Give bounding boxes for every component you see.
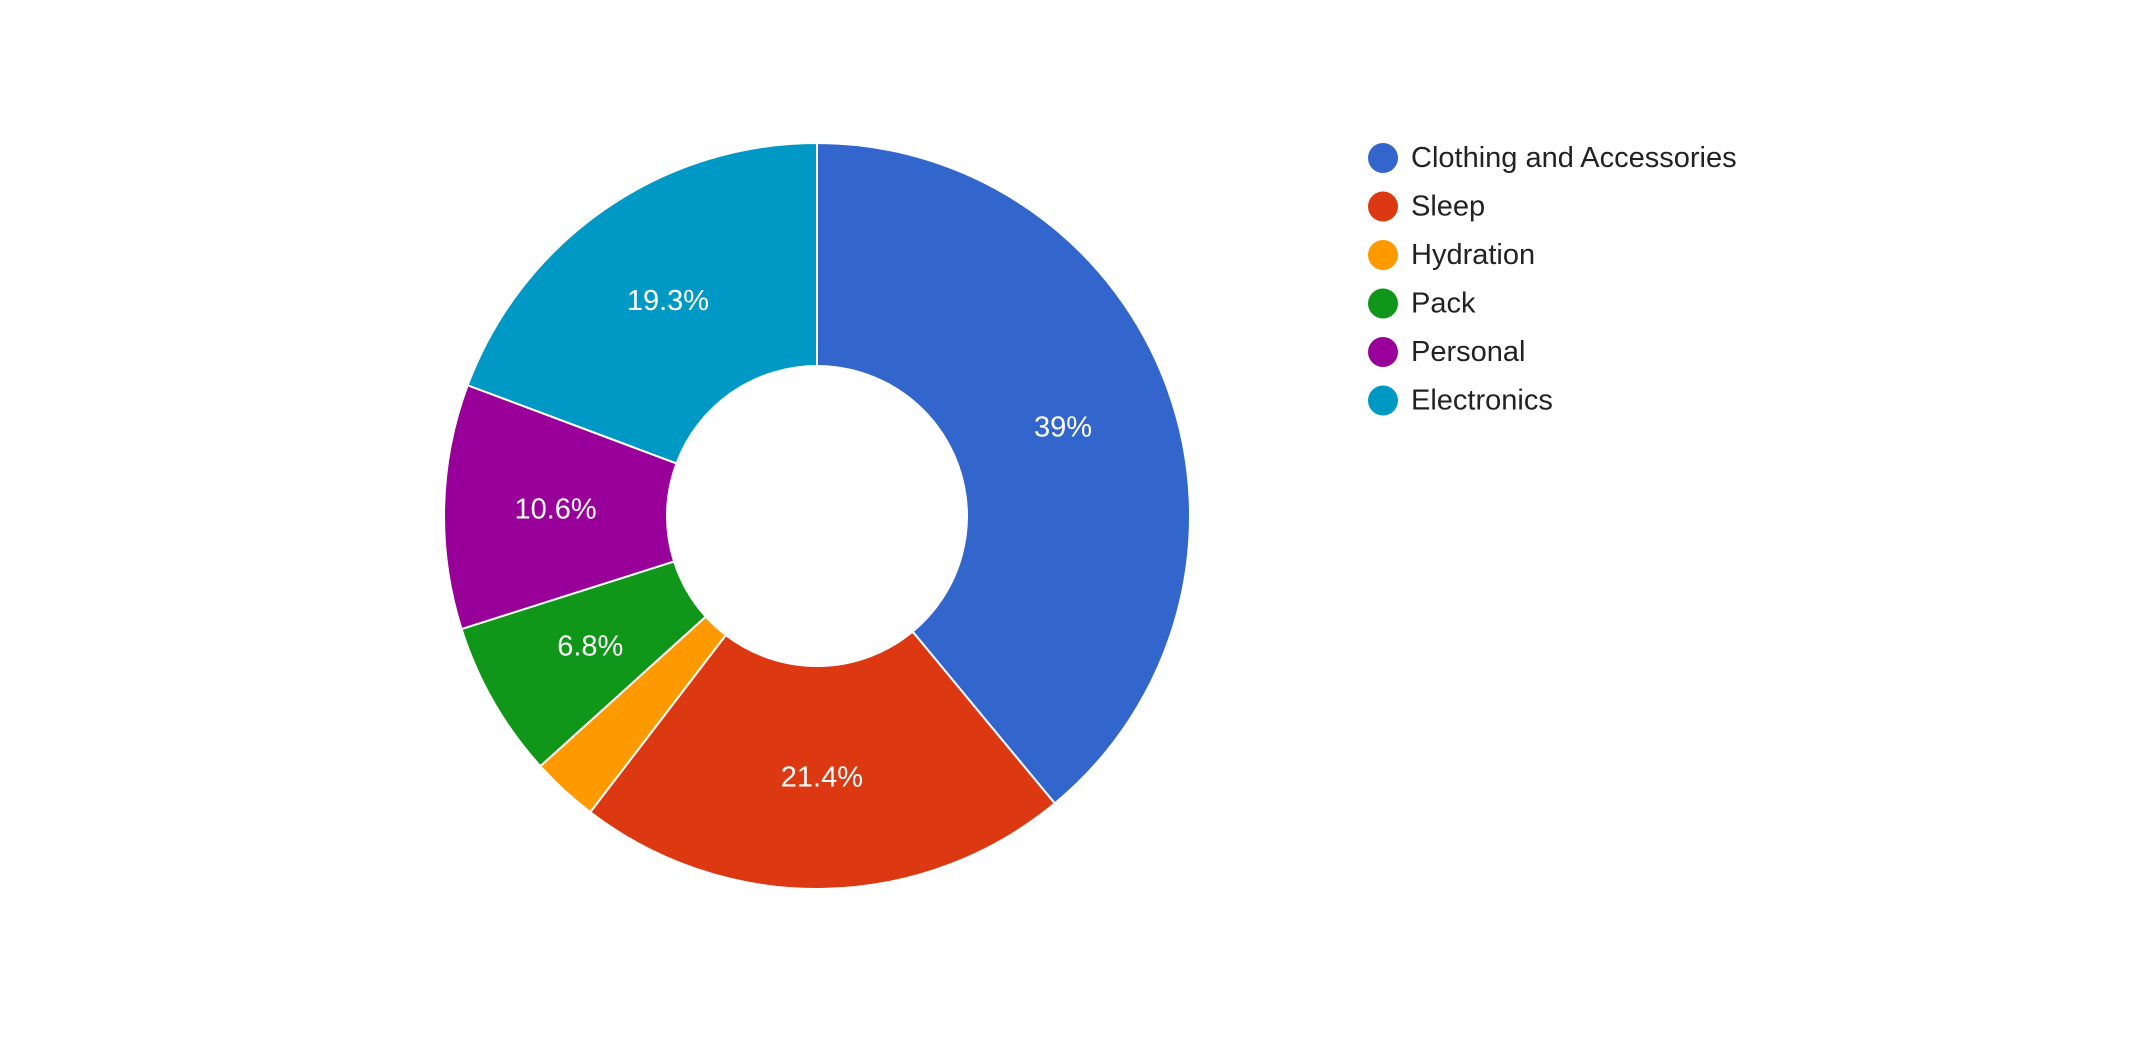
legend-swatch bbox=[1368, 240, 1398, 270]
legend-swatch bbox=[1368, 143, 1398, 173]
slices bbox=[443, 141, 1191, 890]
slice-label-electronics: 19.3% bbox=[627, 285, 709, 317]
legend-label: Hydration bbox=[1411, 239, 1535, 271]
legend-label: Sleep bbox=[1411, 191, 1485, 223]
legend-item-pack[interactable]: Pack bbox=[1368, 288, 1476, 320]
legend-item-clothing-and-accessories[interactable]: Clothing and Accessories bbox=[1368, 142, 1737, 174]
legend-swatch bbox=[1368, 288, 1398, 319]
legend-item-electronics[interactable]: Electronics bbox=[1368, 385, 1553, 417]
slice-label-clothing-and-accessories: 39% bbox=[1034, 411, 1092, 443]
slice-personal[interactable] bbox=[443, 383, 678, 631]
slice-sleep[interactable] bbox=[588, 630, 1057, 890]
legend-label: Electronics bbox=[1411, 385, 1553, 417]
legend-item-sleep[interactable]: Sleep bbox=[1368, 191, 1485, 223]
legend-label: Personal bbox=[1411, 336, 1525, 368]
slice-label-personal: 10.6% bbox=[514, 493, 596, 525]
legend-swatch bbox=[1368, 337, 1398, 367]
legend: Clothing and Accessories Sleep Hydration Pa… bbox=[1368, 142, 1737, 417]
legend-swatch bbox=[1368, 191, 1398, 222]
legend-item-hydration[interactable]: Hydration bbox=[1368, 239, 1535, 271]
legend-label: Pack bbox=[1411, 288, 1476, 320]
legend-label: Clothing and Accessories bbox=[1411, 142, 1737, 174]
slice-electronics[interactable] bbox=[466, 141, 818, 465]
slice-label-pack: 6.8% bbox=[557, 630, 623, 662]
slice-labels: 39% 21.4% 6.8% 10.6% 19.3% bbox=[514, 285, 1092, 793]
slice-label-sleep: 21.4% bbox=[781, 761, 863, 793]
legend-item-personal[interactable]: Personal bbox=[1368, 336, 1525, 368]
slice-clothing-and-accessories[interactable] bbox=[816, 141, 1191, 805]
legend-swatch bbox=[1368, 385, 1398, 416]
